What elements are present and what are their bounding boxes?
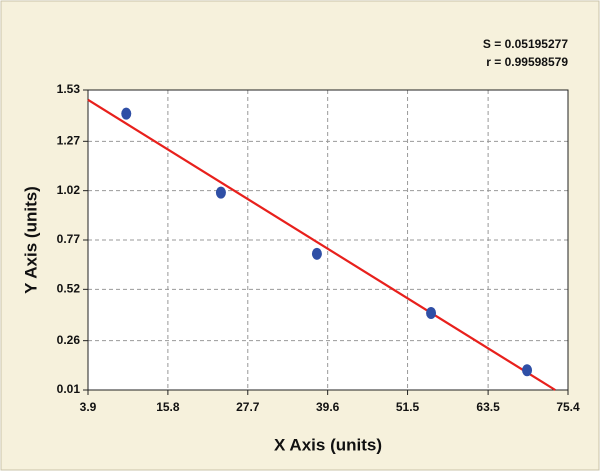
- x-axis-label: X Axis (units): [274, 435, 382, 454]
- x-tick-label: 39.6: [316, 400, 340, 414]
- annotation: r = 0.99598579: [486, 55, 568, 69]
- data-point: [121, 107, 132, 120]
- y-tick-label: 0.26: [57, 333, 81, 347]
- x-tick-label: 75.4: [556, 400, 580, 414]
- data-point: [311, 247, 322, 260]
- y-tick-label: 0.52: [57, 282, 81, 296]
- y-axis-label: Y Axis (units): [21, 186, 40, 294]
- annotation: S = 0.05195277: [483, 37, 568, 51]
- x-tick-label: 63.5: [476, 400, 500, 414]
- x-tick-label: 3.9: [80, 400, 97, 414]
- data-point: [426, 307, 437, 320]
- y-tick-label: 1.02: [57, 183, 81, 197]
- x-tick-label: 15.8: [156, 400, 180, 414]
- data-point: [522, 364, 533, 377]
- data-point: [215, 186, 226, 199]
- plot-frame: [87, 89, 569, 391]
- y-tick-label: 1.27: [57, 133, 81, 147]
- x-tick-label: 27.7: [236, 400, 260, 414]
- y-tick-label: 0.77: [57, 232, 81, 246]
- y-tick-label: 1.53: [57, 82, 81, 96]
- x-tick-label: 51.5: [396, 400, 420, 414]
- fit-line: [87, 98, 556, 391]
- y-tick-label: 0.01: [57, 382, 81, 396]
